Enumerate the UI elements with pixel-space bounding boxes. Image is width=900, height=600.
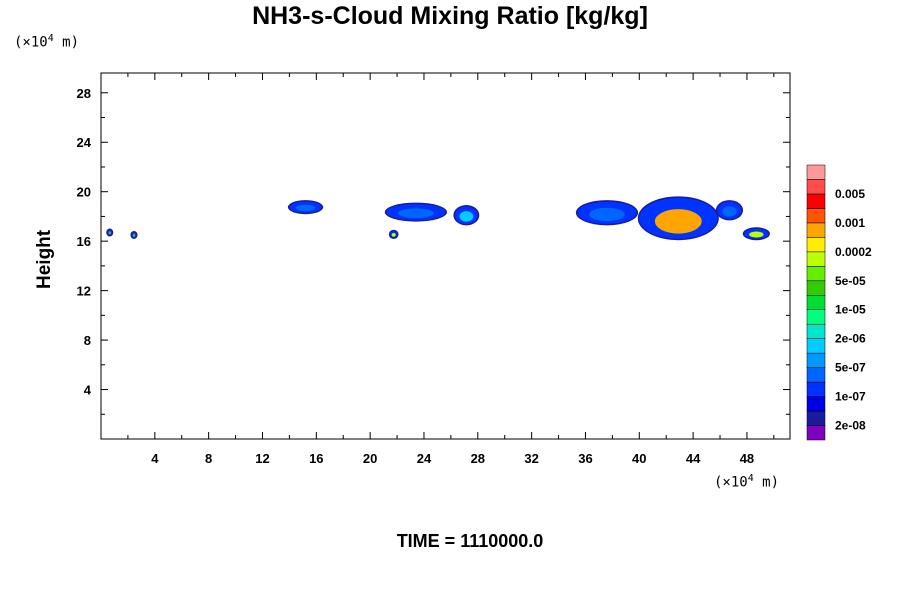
x-tick-label: 28 <box>471 451 485 466</box>
x-tick-label: 32 <box>524 451 538 466</box>
colorbar-segment <box>806 352 826 368</box>
colorbar-label: 5e-05 <box>835 274 866 288</box>
cloud-patch-core <box>589 207 625 222</box>
x-tick-label: 36 <box>578 451 592 466</box>
colorbar-segment <box>806 222 826 238</box>
x-tick-label: 12 <box>255 451 269 466</box>
colorbar-segment <box>806 164 826 180</box>
colorbar-label: 2e-08 <box>835 419 866 433</box>
colorbar-segment <box>806 280 826 296</box>
colorbar: 2e-08 1e-07 5e-07 2e-06 1e-05 5e-05 0.0002 0.00… <box>806 164 872 441</box>
colorbar-label: 0.0002 <box>835 245 872 259</box>
cloud-patch-core <box>295 204 316 212</box>
y-tick-label: 8 <box>84 333 91 348</box>
y-tick-label: 28 <box>77 86 91 101</box>
cloud-patch-core <box>722 206 737 217</box>
x-tick-label: 40 <box>632 451 646 466</box>
y-tick-label: 16 <box>77 234 91 249</box>
x-axis: 4 8 12 16 20 24 28 32 36 40 44 48 <box>101 73 790 466</box>
colorbar-segment <box>806 193 826 209</box>
x-tick-label: 4 <box>151 451 159 466</box>
y-tick-label: 12 <box>77 284 91 299</box>
colorbar-label: 0.005 <box>835 187 865 201</box>
colorbar-segment <box>806 396 826 412</box>
colorbar-segment <box>806 295 826 310</box>
colorbar-label: 1e-07 <box>835 390 866 404</box>
colorbar-label: 1e-05 <box>835 303 866 317</box>
x-tick-label: 8 <box>205 451 212 466</box>
chart-title: NH3-s-Cloud Mixing Ratio [kg/kg] <box>252 2 648 30</box>
time-label: TIME = 1110000.0 <box>396 531 544 551</box>
y-tick-label: 4 <box>84 383 92 398</box>
colorbar-segment <box>806 338 826 354</box>
cloud-patch-core <box>391 232 396 237</box>
cloud-patch-core <box>459 211 474 222</box>
colorbar-label: 0.001 <box>835 216 865 230</box>
colorbar-segment <box>806 309 826 325</box>
cloud-patch-core <box>398 208 434 219</box>
colorbar-segment <box>806 381 826 397</box>
x-tick-label: 44 <box>686 451 701 466</box>
colorbar-segment <box>806 323 826 339</box>
cloud-field <box>106 196 770 241</box>
colorbar-segment <box>806 410 826 426</box>
cloud-patch-core <box>132 233 136 237</box>
colorbar-segment <box>806 266 826 282</box>
x-tick-label: 24 <box>417 451 432 466</box>
cloud-patch-core <box>654 209 702 234</box>
x-tick-label: 20 <box>363 451 377 466</box>
x-axis-unit: (×104 m) <box>714 473 780 491</box>
colorbar-label: 2e-06 <box>835 332 866 346</box>
cloud-patch-core <box>749 231 764 238</box>
colorbar-segment <box>806 367 826 383</box>
cloud-patch-core <box>108 231 111 235</box>
y-tick-label: 20 <box>77 185 91 200</box>
x-tick-label: 48 <box>740 451 754 466</box>
colorbar-segment <box>806 425 826 441</box>
y-tick-label: 24 <box>77 135 92 150</box>
x-tick-label: 16 <box>309 451 323 466</box>
colorbar-segment <box>806 251 826 267</box>
colorbar-label: 5e-07 <box>835 361 866 375</box>
colorbar-segment <box>806 179 826 195</box>
colorbar-segment <box>806 208 826 224</box>
colorbar-segment <box>806 237 826 253</box>
y-axis-unit: (×104 m) <box>14 33 80 51</box>
y-axis: 4 8 12 16 20 24 28 <box>77 86 790 415</box>
plot-frame <box>100 72 791 440</box>
